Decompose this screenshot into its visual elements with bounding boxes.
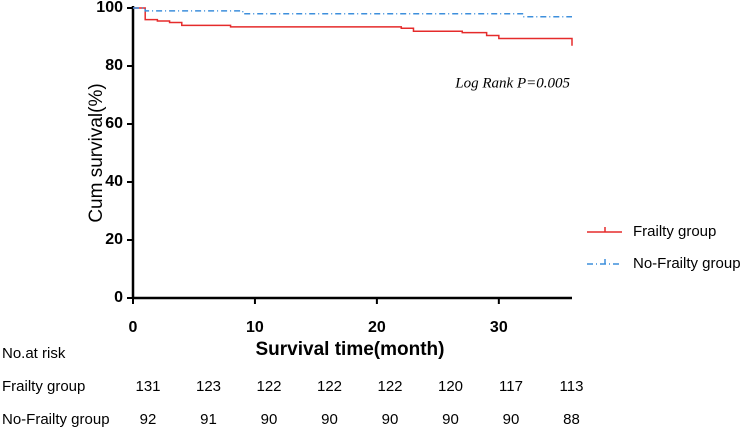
risk-title: No.at risk bbox=[2, 345, 66, 362]
risk-value: 90 bbox=[382, 411, 399, 428]
risk-value: 90 bbox=[442, 411, 459, 428]
legend-label: No-Frailty group bbox=[633, 255, 741, 272]
x-tick-label: 10 bbox=[246, 319, 264, 336]
risk-value: 122 bbox=[317, 378, 342, 395]
annotation: Log Rank P=0.005 bbox=[454, 75, 570, 91]
risk-value: 113 bbox=[560, 378, 584, 395]
risk-value: 122 bbox=[377, 378, 402, 395]
x-tick-label: 20 bbox=[368, 319, 386, 336]
x-tick-label: 30 bbox=[490, 319, 508, 336]
risk-row-name: Frailty group bbox=[2, 378, 85, 395]
risk-value: 90 bbox=[321, 411, 338, 428]
risk-value: 90 bbox=[261, 411, 278, 428]
risk-value: 117 bbox=[499, 378, 523, 395]
y-tick-label: 100 bbox=[96, 0, 123, 16]
y-tick-label: 0 bbox=[114, 289, 123, 306]
risk-row-name: No-Frailty group bbox=[2, 411, 110, 428]
survival-curve bbox=[133, 7, 572, 18]
risk-value: 92 bbox=[140, 411, 157, 428]
x-axis-title: Survival time(month) bbox=[256, 339, 445, 360]
y-tick-label: 40 bbox=[105, 173, 123, 190]
survival-curve bbox=[133, 7, 573, 46]
risk-value: 88 bbox=[563, 411, 580, 428]
legend-label: Frailty group bbox=[633, 223, 716, 240]
risk-value: 120 bbox=[438, 378, 463, 395]
y-tick-label: 60 bbox=[105, 115, 123, 132]
risk-value: 91 bbox=[200, 411, 217, 428]
risk-value: 131 bbox=[135, 378, 160, 395]
x-tick-label: 0 bbox=[129, 319, 138, 336]
y-tick-label: 20 bbox=[105, 231, 123, 248]
y-tick-label: 80 bbox=[105, 57, 123, 74]
risk-value: 123 bbox=[196, 378, 221, 395]
risk-value: 122 bbox=[256, 378, 281, 395]
y-axis-title: Cum survival(%) bbox=[86, 83, 107, 222]
risk-value: 90 bbox=[503, 411, 520, 428]
